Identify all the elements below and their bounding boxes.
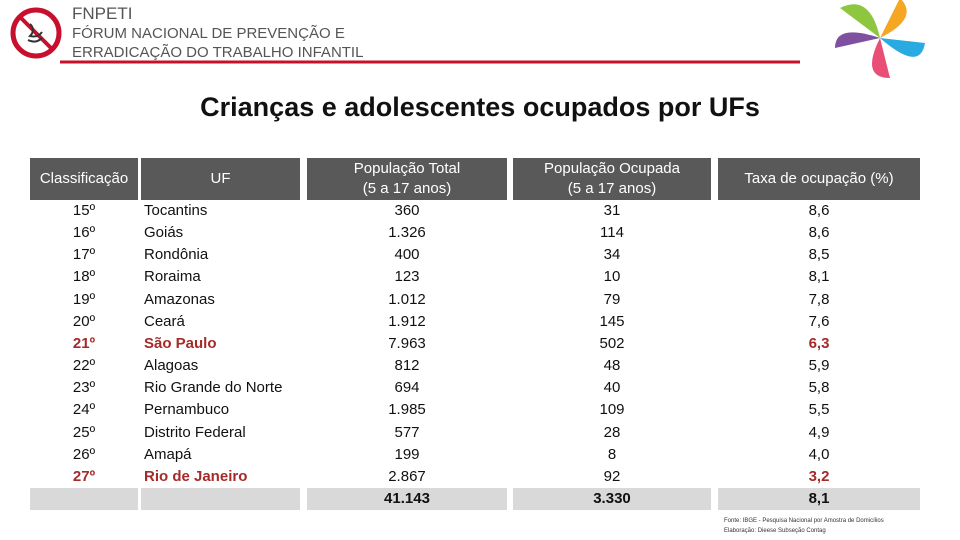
table-cell: 114 [600, 224, 624, 242]
table-cell: 25º [72, 423, 96, 441]
column-header: Classificação [39, 170, 129, 187]
table-cell: Alagoas [144, 357, 199, 375]
total-row-bg [141, 487, 300, 510]
table-cell: 21º [72, 334, 96, 352]
table-cell: 16º [72, 224, 96, 242]
table-cell: Amapá [144, 445, 192, 463]
table-cell: 1.012 [388, 290, 426, 308]
table-cell: 27º [72, 467, 96, 485]
table-cell: 40 [603, 379, 621, 397]
source-note: Fonte: IBGE - Pesquisa Nacional por Amos… [724, 518, 884, 524]
column-header: População Ocupada [544, 160, 680, 177]
table-cell: São Paulo [144, 334, 217, 352]
table-cell: 812 [394, 357, 420, 375]
table-cell: 5,9 [808, 357, 830, 375]
table-cell: 7,6 [808, 312, 830, 330]
total-cell: 3.330 [593, 489, 631, 507]
table-cell: 400 [394, 246, 420, 264]
table-cell: 31 [603, 202, 621, 219]
table-cell: Roraima [144, 268, 201, 286]
table-cell: 109 [599, 401, 625, 419]
table-cell: Ceará [144, 312, 185, 330]
table-cell: 18º [72, 268, 96, 286]
table-cell: Goiás [144, 224, 184, 242]
table-cell: 1.985 [388, 401, 426, 419]
table-cell: 6,3 [808, 334, 830, 352]
table-cell: 145 [599, 312, 625, 330]
table-cell: 20º [72, 312, 96, 330]
table-cell: Tocantins [144, 202, 208, 219]
column-header: (5 a 17 anos) [362, 180, 452, 197]
logo-slash [18, 15, 54, 51]
column-header: População Total [353, 160, 461, 177]
table-cell: 7,8 [808, 290, 830, 308]
table-cell: 2.867 [388, 467, 426, 485]
table-cell: 3,2 [808, 467, 830, 485]
table-cell: 24º [72, 401, 96, 419]
table-cell: 123 [394, 268, 420, 286]
table-cell: 28 [603, 423, 621, 441]
table-cell: 8,6 [808, 224, 830, 242]
table-cell: 10 [603, 268, 621, 286]
column-header-bg [307, 158, 507, 200]
column-header-bg [513, 158, 711, 200]
column-header-bg [30, 158, 138, 200]
table-cell: 79 [603, 290, 621, 308]
table-cell: 26º [72, 445, 96, 463]
table-cell: 694 [394, 379, 420, 397]
header-graphics [10, 0, 925, 78]
table-cell: Distrito Federal [144, 423, 246, 441]
table-cell: 4,9 [808, 423, 830, 441]
column-header: (5 a 17 anos) [567, 180, 657, 197]
total-cell: 41.143 [384, 489, 430, 507]
table-cell: Amazonas [144, 290, 215, 308]
table-cell: 8,5 [808, 246, 830, 264]
table-cell: 19º [72, 290, 96, 308]
total-row-bg [30, 487, 138, 510]
column-header: UF [210, 170, 231, 187]
table-cell: 48 [603, 357, 621, 375]
credit-note: Elaboração: Dieese Subseção Contag [724, 528, 826, 534]
total-row-bg [307, 487, 507, 510]
table-cell: 4,0 [808, 445, 830, 463]
table-cell: 1.912 [388, 312, 426, 330]
org-name-line: ERRADICAÇÃO DO TRABALHO INFANTIL [72, 44, 364, 61]
table-cell: 22º [72, 357, 96, 375]
table-cell: 1.326 [388, 224, 426, 242]
total-row-bg [513, 487, 711, 510]
table-cell: 577 [394, 423, 420, 441]
pinwheel-logo [835, 0, 925, 78]
table-cell: Rondônia [144, 246, 209, 264]
table-cell: 92 [603, 467, 621, 485]
table-cell: 15º [72, 202, 96, 219]
column-header-bg [718, 158, 920, 200]
column-header-bg [141, 158, 300, 200]
table-cell: 8,6 [808, 202, 830, 219]
slide-title: Crianças e adolescentes ocupados por UFs [200, 92, 760, 122]
table-cell: 23º [72, 379, 96, 397]
table-cell: 8,1 [808, 268, 830, 286]
table-cell: 17º [72, 246, 96, 264]
column-header: Taxa de ocupação (%) [744, 170, 894, 187]
logo-figure [27, 23, 43, 43]
table-cell: Rio de Janeiro [144, 467, 248, 485]
table-cell: Pernambuco [144, 401, 230, 419]
table-cell: 502 [599, 334, 625, 352]
total-row-bg [718, 487, 920, 510]
table-cell: Rio Grande do Norte [144, 379, 283, 397]
table-cell: 8 [607, 445, 617, 463]
org-acronym: FNPETI [72, 4, 133, 23]
table-cell: 7.963 [388, 334, 426, 352]
org-name-line: FÓRUM NACIONAL DE PREVENÇÃO E [72, 25, 345, 42]
table-cell: 360 [394, 202, 420, 219]
table-cell: 199 [394, 445, 420, 463]
total-cell: 8,1 [808, 489, 830, 507]
table-cell: 5,5 [808, 401, 830, 419]
table-cell: 5,8 [808, 379, 830, 397]
table-cell: 34 [603, 246, 621, 264]
